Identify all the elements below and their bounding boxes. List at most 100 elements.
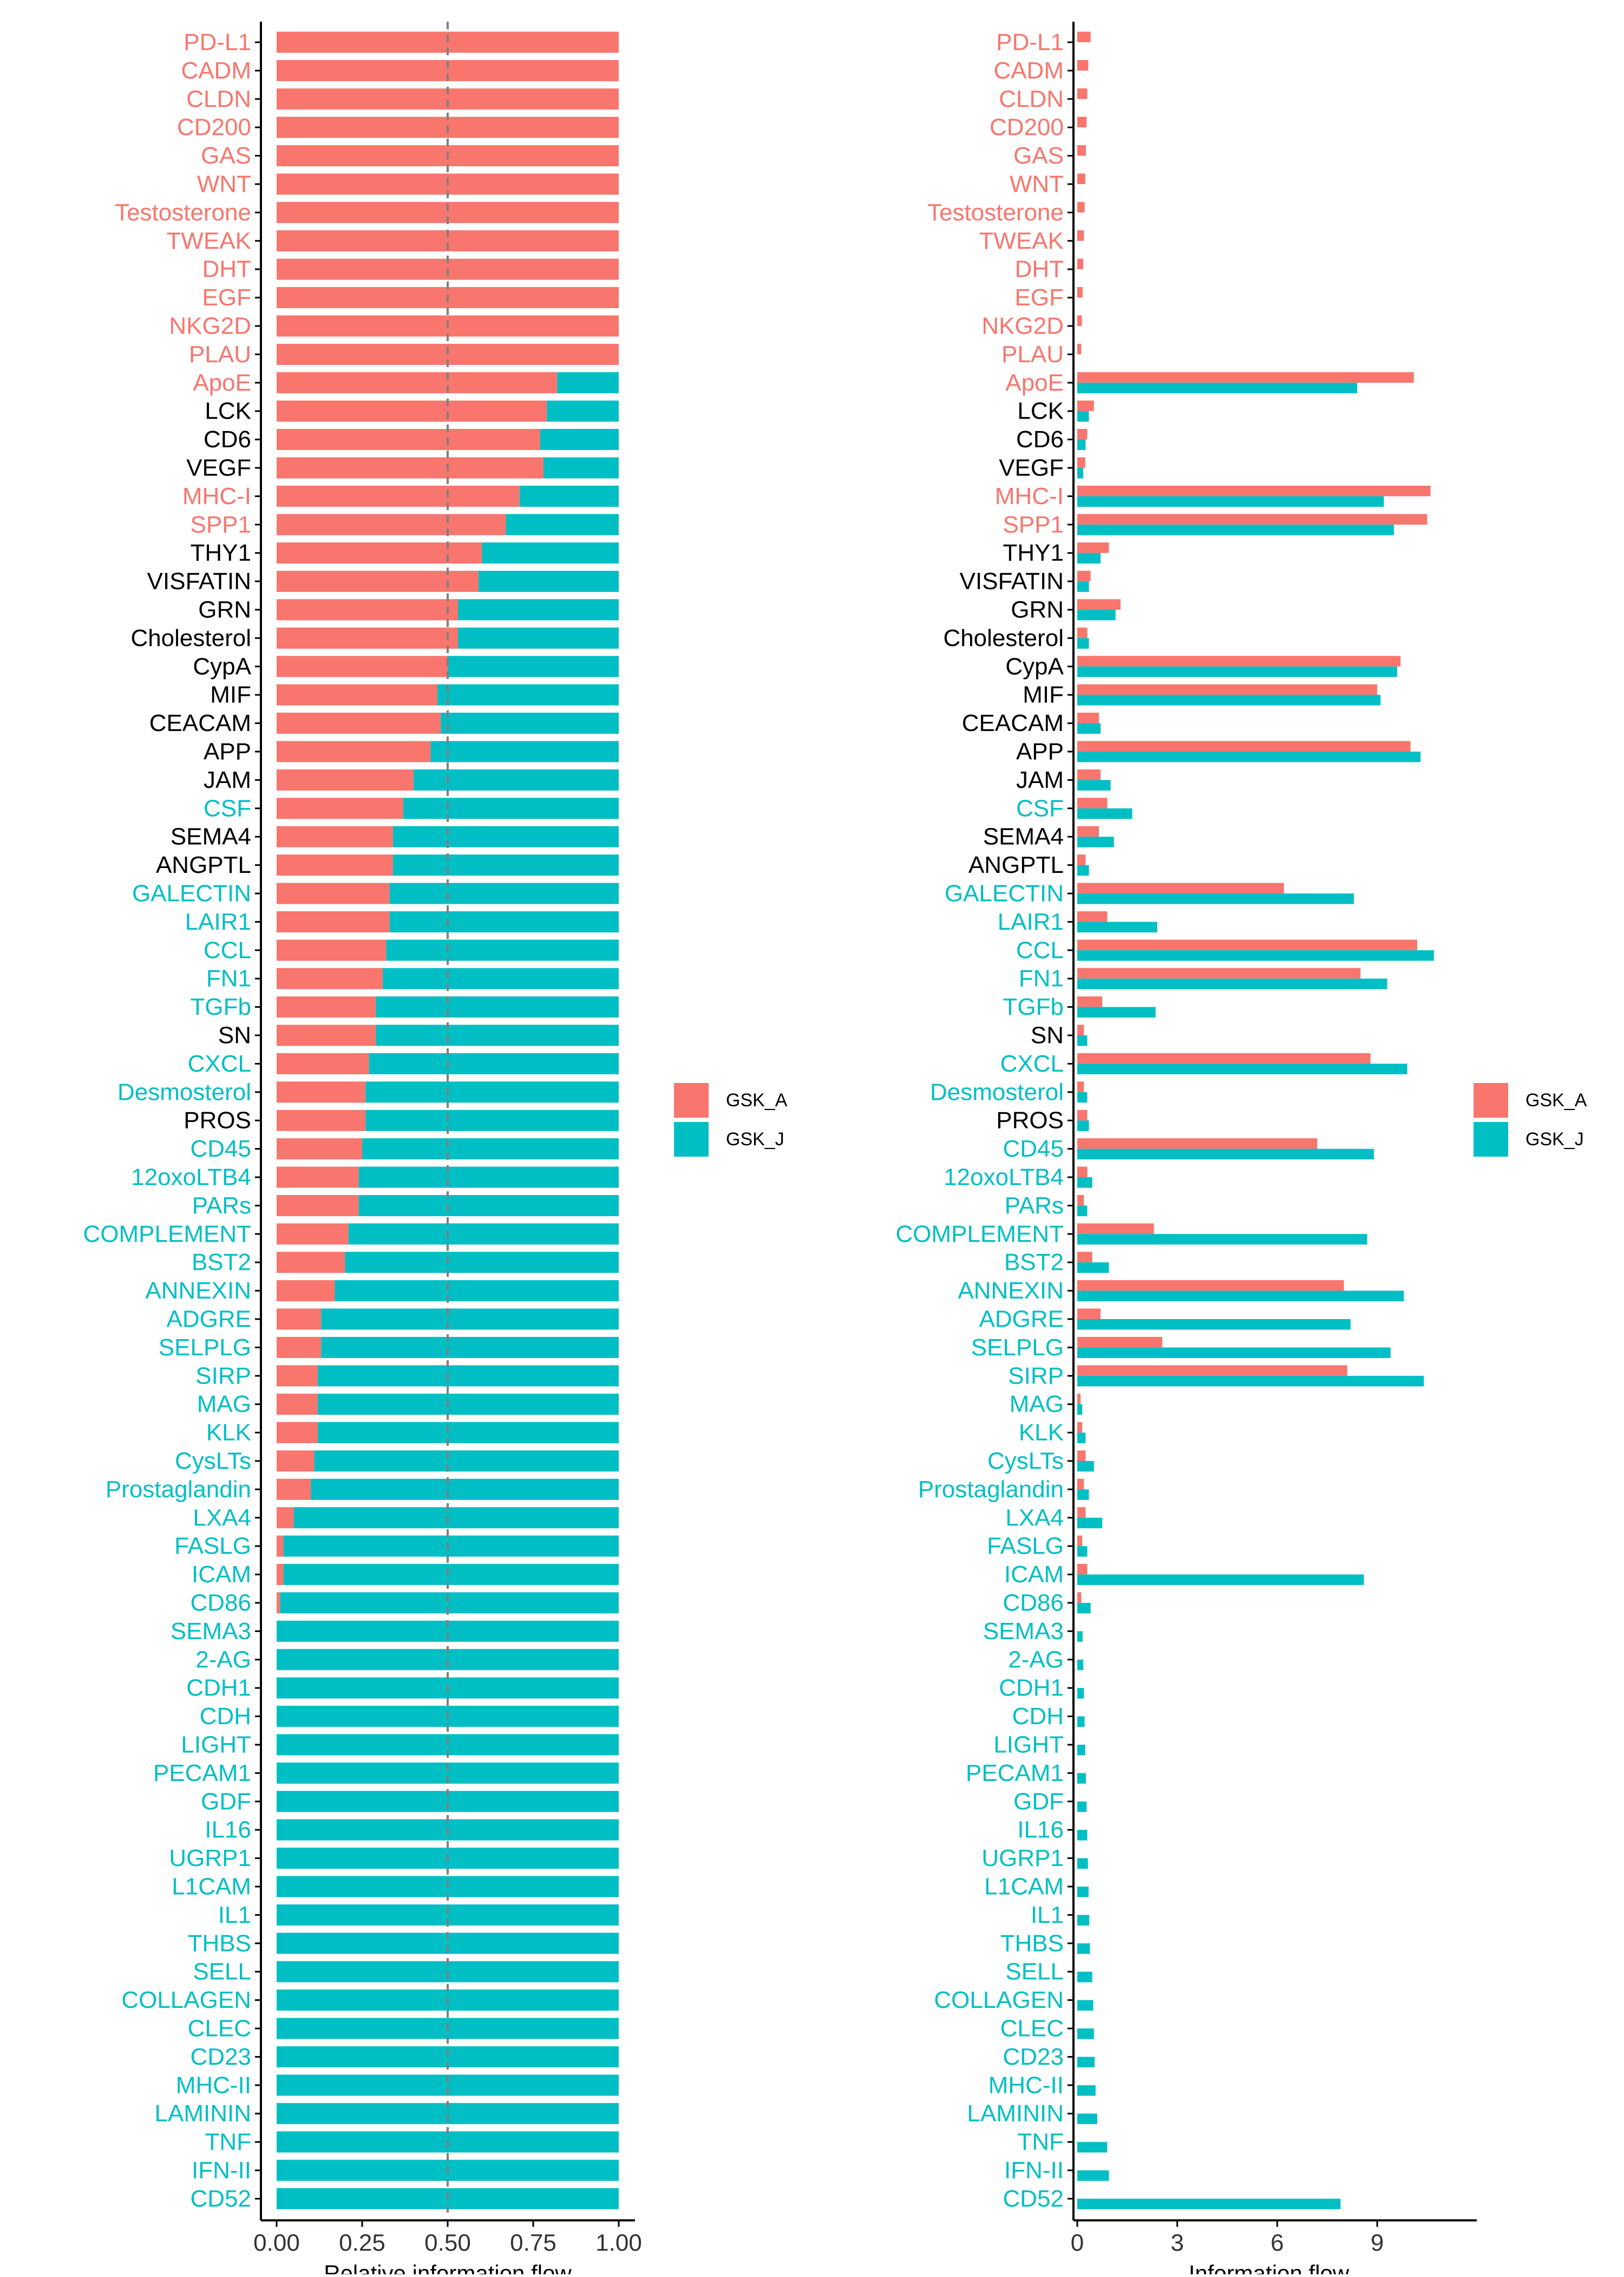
category-label-sn: SN bbox=[218, 1022, 251, 1049]
x-tick-label-0-25: 0.25 bbox=[339, 2229, 385, 2256]
category-label-mhc-ii: MHC-II bbox=[988, 2072, 1064, 2098]
bar-gsk-a-cd200 bbox=[1077, 116, 1087, 128]
bar-gsk-a-bst2 bbox=[1077, 1251, 1092, 1263]
category-label-tweak: TWEAK bbox=[167, 227, 251, 254]
bar-gsk-j-mif bbox=[1077, 695, 1381, 706]
category-label-light: LIGHT bbox=[993, 1732, 1064, 1758]
category-label-testosterone: Testosterone bbox=[927, 199, 1064, 226]
bar-gsk-a-selplg bbox=[1077, 1336, 1162, 1348]
category-label-fn1: FN1 bbox=[1019, 965, 1064, 992]
bar-gsk-j-galectin bbox=[389, 883, 619, 904]
bar-gsk-j-vegf bbox=[1077, 468, 1084, 479]
category-label-complement: COMPLEMENT bbox=[896, 1221, 1064, 1247]
bar-gsk-a-complement bbox=[1077, 1223, 1154, 1234]
category-label-clec: CLEC bbox=[1000, 2015, 1064, 2042]
category-label-mhc-i: MHC-I bbox=[995, 483, 1064, 510]
x-tick-label-1-00: 1.00 bbox=[595, 2229, 642, 2256]
bar-gsk-j-cd86 bbox=[280, 1592, 619, 1614]
category-label-visfatin: VISFATIN bbox=[960, 568, 1064, 595]
bar-gsk-j-icam bbox=[283, 1564, 619, 1586]
category-label-cdh: CDH bbox=[200, 1703, 251, 1730]
bar-gsk-j-2-ag bbox=[1077, 1659, 1084, 1671]
bar-gsk-j-fn1 bbox=[1077, 978, 1387, 989]
category-label-cldn: CLDN bbox=[186, 86, 251, 112]
category-label-mag: MAG bbox=[197, 1391, 251, 1418]
bar-gsk-j-faslg bbox=[1077, 1546, 1088, 1557]
x-tick-label-0-00: 0.00 bbox=[253, 2229, 300, 2256]
category-label-12oxoltb4: 12oxoLTB4 bbox=[944, 1164, 1064, 1191]
category-label-cd200: CD200 bbox=[990, 114, 1064, 141]
bar-gsk-j-mhc-i bbox=[519, 485, 619, 507]
category-label-cd23: CD23 bbox=[1003, 2044, 1064, 2070]
legend-swatch-gsk-j bbox=[674, 1122, 709, 1157]
bar-gsk-j-ccl bbox=[1077, 950, 1434, 961]
bar-gsk-j-pros bbox=[365, 1110, 619, 1131]
category-label-nkg2d: NKG2D bbox=[169, 313, 251, 340]
bar-gsk-a-egf bbox=[1077, 287, 1083, 298]
bar-gsk-j-mag bbox=[1077, 1404, 1083, 1415]
category-label-cypa: CypA bbox=[193, 653, 251, 680]
category-label-lck: LCK bbox=[205, 398, 251, 425]
category-label-mhc-ii: MHC-II bbox=[176, 2072, 251, 2098]
category-label-mif: MIF bbox=[1023, 682, 1064, 708]
category-label-galectin: GALECTIN bbox=[945, 880, 1064, 907]
category-label-tweak: TWEAK bbox=[979, 227, 1064, 254]
bar-gsk-j-sell bbox=[1077, 1972, 1092, 1982]
category-label-spp1: SPP1 bbox=[1003, 511, 1064, 538]
category-label-cd52: CD52 bbox=[191, 2185, 252, 2212]
bar-gsk-a-sn bbox=[277, 1025, 376, 1046]
bar-gsk-a-annexin bbox=[1077, 1280, 1344, 1291]
bar-gsk-j-spp1 bbox=[1077, 524, 1394, 536]
bar-gsk-a-spp1 bbox=[277, 514, 506, 536]
x-tick-label-9: 9 bbox=[1371, 2229, 1384, 2256]
category-label-cholesterol: Cholesterol bbox=[943, 625, 1064, 651]
bar-gsk-j-cd6 bbox=[540, 429, 619, 451]
bar-gsk-a-prostaglandin bbox=[1077, 1478, 1084, 1490]
bar-gsk-j-cholesterol bbox=[1077, 638, 1089, 649]
category-label-collagen: COLLAGEN bbox=[121, 1987, 251, 2013]
bar-gsk-j-adgre bbox=[321, 1308, 619, 1330]
bar-gsk-a-prostaglandin bbox=[277, 1478, 311, 1500]
bar-gsk-a-cxcl bbox=[277, 1053, 369, 1074]
legend-label-gsk-j: GSK_J bbox=[1525, 1129, 1584, 1150]
bar-gsk-a-mhc-i bbox=[1077, 485, 1431, 497]
category-label-clec: CLEC bbox=[188, 2015, 251, 2042]
bar-gsk-a-visfatin bbox=[1077, 571, 1091, 582]
bar-gsk-j-mag bbox=[317, 1393, 619, 1415]
bar-gsk-j-mhc-i bbox=[1077, 496, 1384, 507]
bar-gsk-j-cd45 bbox=[362, 1138, 619, 1160]
bar-gsk-a-jam bbox=[1077, 769, 1101, 780]
bar-gsk-a-cd6 bbox=[277, 429, 540, 451]
bar-gsk-j-cdh bbox=[1077, 1716, 1085, 1727]
bar-gsk-j-apoe bbox=[1077, 382, 1358, 394]
bar-gsk-a-selplg bbox=[277, 1336, 322, 1358]
bar-gsk-a-sema4 bbox=[1077, 826, 1099, 837]
bar-gsk-a-sirp bbox=[1077, 1365, 1347, 1376]
bar-gsk-j-galectin bbox=[1077, 893, 1354, 904]
bar-gsk-a-pros bbox=[277, 1110, 366, 1131]
category-label-sirp: SIRP bbox=[1008, 1362, 1064, 1389]
bar-gsk-j-12oxoltb4 bbox=[1077, 1177, 1092, 1188]
bar-gsk-a-gas bbox=[1077, 145, 1086, 156]
category-label-ifn-ii: IFN-II bbox=[192, 2157, 251, 2184]
category-label-sn: SN bbox=[1031, 1022, 1064, 1049]
bar-gsk-j-lck bbox=[1077, 411, 1089, 422]
bar-gsk-a-ccl bbox=[277, 939, 387, 961]
bar-gsk-j-ccl bbox=[386, 939, 619, 961]
category-label-icam: ICAM bbox=[1004, 1561, 1064, 1588]
bar-gsk-a-adgre bbox=[1077, 1308, 1101, 1319]
bar-gsk-a-sn bbox=[1077, 1025, 1084, 1035]
x-tick-label-3: 3 bbox=[1170, 2229, 1183, 2256]
category-label-jam: JAM bbox=[204, 767, 251, 793]
bar-gsk-j-pars bbox=[1077, 1205, 1088, 1216]
bar-gsk-a-lair1 bbox=[1077, 911, 1108, 922]
bar-gsk-j-bst2 bbox=[1077, 1262, 1109, 1273]
category-label-cypa: CypA bbox=[1005, 653, 1064, 680]
bar-gsk-j-cd52 bbox=[1077, 2198, 1341, 2209]
bar-gsk-j-tgfb bbox=[1077, 1007, 1156, 1018]
category-label-galectin: GALECTIN bbox=[132, 880, 251, 907]
bar-gsk-a-app bbox=[1077, 741, 1411, 752]
bar-gsk-j-sirp bbox=[1077, 1375, 1424, 1387]
category-label-apoe: ApoE bbox=[193, 369, 251, 396]
